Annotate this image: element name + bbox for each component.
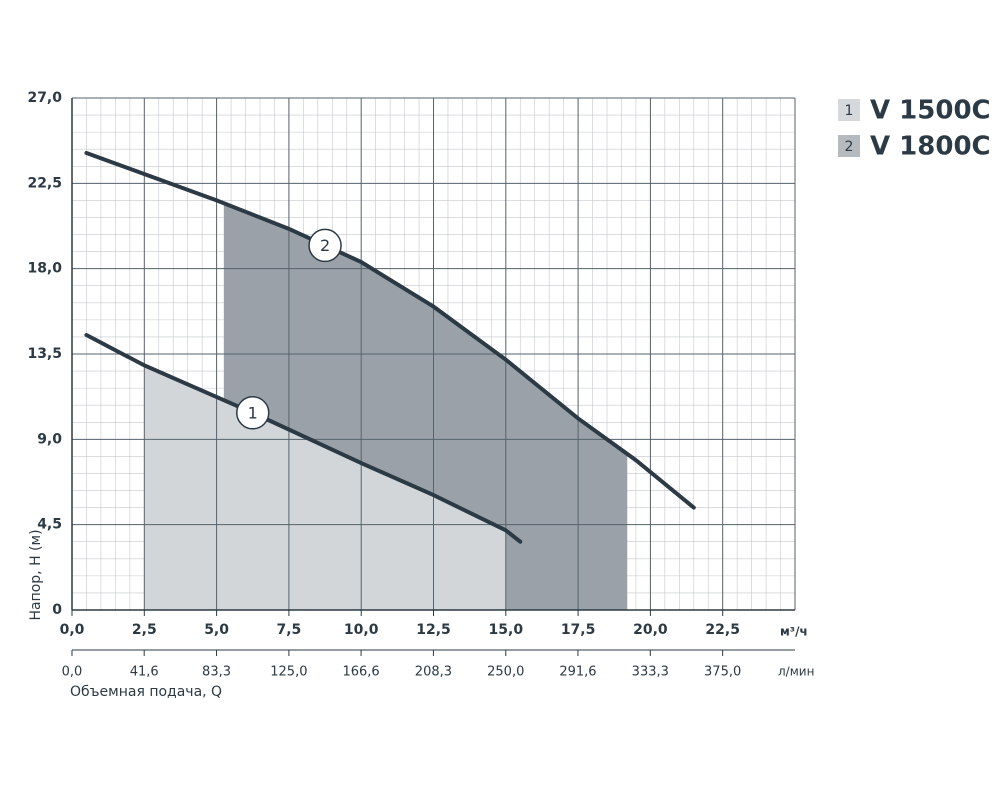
x2-tick-label: 125,0 [270,665,307,680]
working-range [144,365,506,610]
x2-unit: л/мин [778,665,814,679]
curve-label: 2 [320,236,330,255]
x-tick-label: 5,0 [204,622,229,638]
y-tick-label: 4,5 [37,517,62,533]
legend-number: 2 [845,139,854,155]
x2-tick-label: 291,6 [559,665,596,680]
x2-tick-label: 250,0 [487,665,524,680]
curve [84,333,523,544]
x-tick-label: 22,5 [705,622,740,638]
legend-swatch [838,135,860,157]
x-tick-label: 15,0 [489,622,524,638]
x-unit: м³/ч [780,625,808,639]
curve-marker [236,396,270,430]
x-tick-label: 2,5 [132,622,157,638]
x-axis-label: Объемная подача, Q [70,684,222,700]
y-tick-label: 0 [52,602,62,618]
x-tick-label: 0,0 [60,622,85,638]
x2-tick-label: 166,6 [342,665,379,680]
y-tick-label: 9,0 [37,431,62,447]
curve-marker [308,228,342,263]
curve-label: 1 [248,403,258,422]
x2-tick-label: 83,3 [202,665,231,680]
legend-swatch [838,99,860,121]
x-tick-label: 10,0 [344,622,379,638]
x-tick-label: 12,5 [416,622,451,638]
legend-label: V 1800C [870,132,991,162]
x2-tick-label: 375,0 [704,665,741,680]
y-tick-label: 27,0 [27,90,62,106]
curve [84,150,696,510]
x-tick-label: 17,5 [561,622,596,638]
legend-number: 1 [845,103,854,119]
y-tick-label: 13,5 [27,346,62,362]
x2-tick-label: 0,0 [62,665,83,680]
x-tick-label: 7,5 [276,622,301,638]
y-tick-label: 22,5 [27,175,62,191]
x-tick-label: 20,0 [633,622,668,638]
x2-tick-label: 333,3 [632,665,669,680]
x2-tick-label: 208,3 [415,665,452,680]
y-tick-label: 18,0 [27,261,62,277]
x2-tick-label: 41,6 [130,665,159,680]
y-axis-label: Напор, H (м) [28,529,44,620]
legend-label: V 1500C [870,96,991,126]
